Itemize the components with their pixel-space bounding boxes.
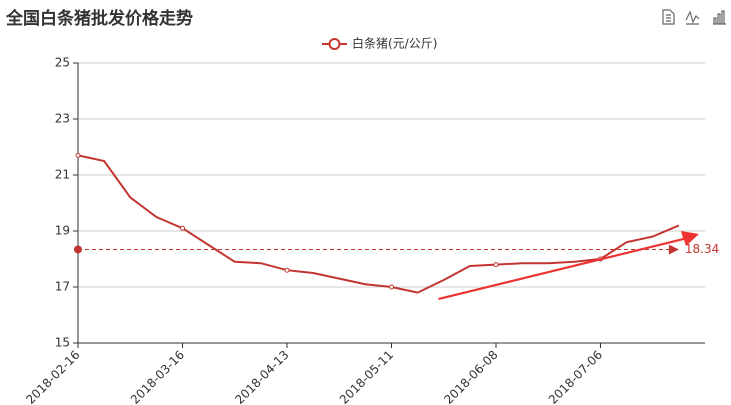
point [75, 152, 81, 158]
x-tick-label: 2018-02-16 [23, 348, 82, 405]
point [180, 225, 185, 231]
y-tick-label: 23 [55, 112, 70, 126]
mark-line-label: 18.34 [685, 242, 719, 256]
y-tick-label: 15 [55, 336, 70, 350]
legend: 白条猪(元/公斤) [322, 36, 437, 51]
chart-title: 全国白条猪批发价格走势 [5, 8, 193, 29]
y-tick-label: 25 [55, 56, 70, 70]
point [493, 262, 499, 268]
y-tick-label: 17 [55, 280, 70, 294]
x-tick-label: 2018-04-13 [232, 348, 291, 405]
y-tick-label: 19 [55, 224, 70, 238]
legend-label: 白条猪(元/公斤) [352, 36, 437, 51]
point [389, 284, 394, 290]
trend-arrow [438, 231, 699, 300]
line-icon[interactable] [685, 10, 700, 25]
x-tick-label: 2018-05-11 [337, 348, 396, 405]
mark-line-arrow [668, 244, 679, 255]
x-tick-label: 2018-06-08 [441, 348, 500, 405]
point [284, 267, 290, 273]
x-tick-label: 2018-07-06 [546, 348, 605, 405]
line [77, 154, 680, 294]
legend-symbol [328, 38, 341, 50]
mark-line-start [74, 245, 82, 254]
bar-icon[interactable] [713, 10, 726, 25]
data-view-icon[interactable] [662, 9, 675, 25]
toolbox[interactable] [662, 9, 726, 25]
y-tick-label: 21 [55, 168, 70, 182]
x-tick-label: 2018-03-16 [128, 348, 187, 405]
